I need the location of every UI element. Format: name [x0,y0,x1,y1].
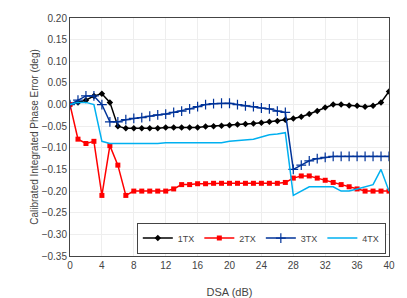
svg-text:32: 32 [320,260,332,271]
svg-text:−0.25: −0.25 [42,207,68,218]
svg-text:1TX: 1TX [178,234,195,244]
svg-text:−0.05: −0.05 [42,121,68,132]
svg-text:0.00: 0.00 [48,99,68,110]
svg-text:Calibrated Integrated Phase Er: Calibrated Integrated Phase Error (deg) [29,49,40,225]
svg-text:0.10: 0.10 [48,56,68,67]
svg-text:DSA (dB): DSA (dB) [207,286,253,298]
svg-text:−0.35: −0.35 [42,251,68,262]
svg-text:20: 20 [224,260,236,271]
svg-text:16: 16 [192,260,204,271]
svg-text:0.05: 0.05 [48,77,68,88]
svg-text:0: 0 [67,260,73,271]
svg-text:40: 40 [383,260,395,271]
svg-text:−0.15: −0.15 [42,164,68,175]
svg-text:−0.20: −0.20 [42,186,68,197]
svg-text:−0.10: −0.10 [42,142,68,153]
svg-text:24: 24 [256,260,268,271]
svg-text:36: 36 [352,260,364,271]
svg-text:12: 12 [160,260,172,271]
svg-text:8: 8 [131,260,137,271]
svg-text:2TX: 2TX [239,234,256,244]
svg-text:4: 4 [99,260,105,271]
svg-text:4TX: 4TX [362,234,379,244]
svg-text:3TX: 3TX [301,234,318,244]
svg-text:28: 28 [288,260,300,271]
svg-text:−0.30: −0.30 [42,229,68,240]
svg-text:0.15: 0.15 [48,34,68,45]
svg-text:0.20: 0.20 [48,13,68,24]
